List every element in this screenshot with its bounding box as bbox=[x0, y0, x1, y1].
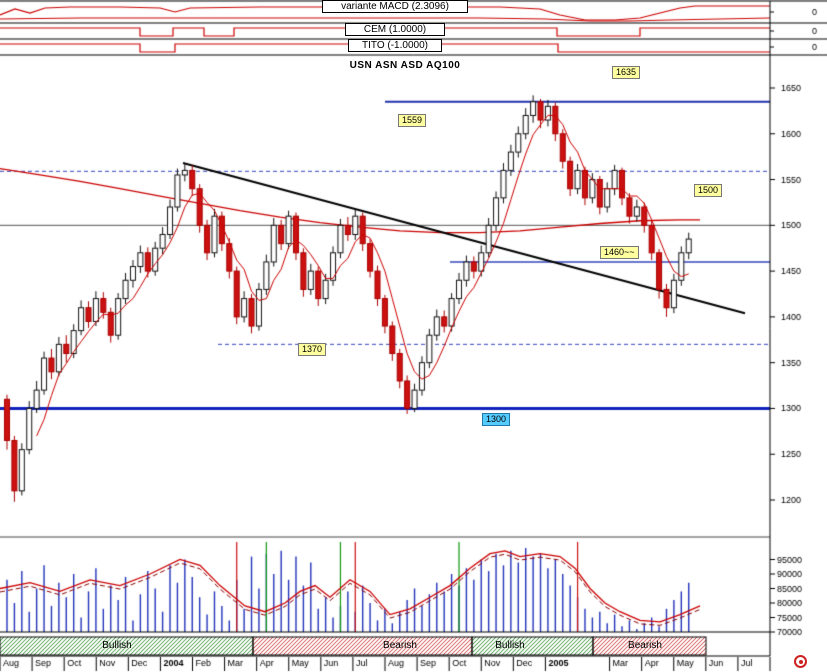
regime-label-bearish-1: Bearish bbox=[383, 640, 417, 651]
price-callout-1635: 1635 bbox=[612, 66, 641, 79]
indicator-label-tito: TITO (-1.0000) bbox=[348, 39, 442, 52]
regime-label-bearish-2: Bearish bbox=[628, 640, 662, 651]
price-callout-1300: 1300 bbox=[482, 413, 511, 426]
price-callout-1370: 1370 bbox=[298, 343, 327, 356]
price-callout-1460: 1460~~ bbox=[600, 246, 639, 259]
chart-title: USN ASN ASD AQ100 bbox=[349, 60, 461, 71]
regime-label-bullish-1: Bullish bbox=[102, 640, 132, 651]
regime-label-bullish-2: Bullish bbox=[495, 640, 525, 651]
price-callout-1500: 1500 bbox=[694, 184, 723, 197]
logo-icon bbox=[794, 655, 807, 668]
price-callout-1559: 1559 bbox=[398, 114, 427, 127]
indicator-label-cem: CEM (1.0000) bbox=[345, 23, 445, 36]
indicator-label-macd: variante MACD (2.3096) bbox=[322, 0, 468, 13]
